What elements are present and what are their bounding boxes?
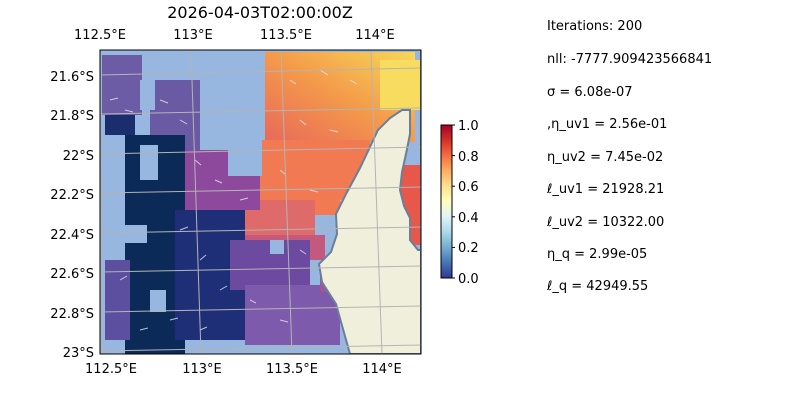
map-area (100, 50, 421, 354)
stat-eta-uv2: η_uv2 = 7.45e-02 (547, 150, 664, 165)
colorbar-tick: 0.0 (458, 272, 479, 287)
stat-eta-uv1: ,η_uv1 = 2.56e-01 (547, 117, 668, 132)
lat-tick: 22.6°S (50, 267, 94, 282)
lat-tick: 22.8°S (50, 307, 94, 322)
lat-ticks: 21.6°S 21.8°S 22°S 22.2°S 22.4°S 22.6°S … (50, 70, 94, 361)
colorbar-tick: 0.4 (458, 211, 479, 226)
lon-tick-top: 113.5°E (260, 28, 312, 43)
lon-tick-top: 114°E (355, 28, 395, 43)
plot-title: 2026-04-03T02:00:00Z (167, 3, 353, 22)
stat-sigma: σ = 6.08e-07 (547, 85, 633, 100)
stat-iterations: Iterations: 200 (547, 19, 643, 34)
lat-tick: 23°S (63, 346, 94, 361)
lat-tick: 22.2°S (50, 188, 94, 203)
lon-tick-top: 112.5°E (74, 28, 126, 43)
colorbar-gradient (440, 124, 453, 279)
colorbar: 0.0 0.2 0.4 0.6 0.8 1.0 (440, 119, 479, 287)
lon-tick-bottom: 113.5°E (266, 362, 318, 377)
lat-tick: 21.6°S (50, 70, 94, 85)
colorbar-tick: 0.2 (458, 241, 479, 256)
coastline (317, 50, 421, 354)
map-frame (99, 49, 422, 355)
colorbar-tick: 0.6 (458, 180, 479, 195)
stat-ell-q: ℓ_q = 42949.55 (547, 279, 649, 294)
lat-tick: 21.8°S (50, 109, 94, 124)
lon-tick-top: 113°E (173, 28, 213, 43)
field-heatmap (102, 52, 420, 354)
colorbar-tick: 0.8 (458, 150, 479, 165)
lon-ticks-bottom: 112.5°E 113°E 113.5°E 114°E (85, 362, 402, 377)
stat-nll: nll: -7777.909423566841 (547, 52, 713, 67)
colorbar-tick: 1.0 (458, 119, 479, 134)
lon-tick-bottom: 114°E (362, 362, 402, 377)
stat-eta-q: η_q = 2.99e-05 (547, 247, 648, 262)
lon-tick-bottom: 113°E (182, 362, 222, 377)
stat-ell-uv1: ℓ_uv1 = 21928.21 (547, 182, 665, 197)
lat-tick: 22.4°S (50, 228, 94, 243)
lat-tick: 22°S (63, 149, 94, 164)
current-vectors (109, 69, 358, 331)
stat-ell-uv2: ℓ_uv2 = 10322.00 (547, 215, 665, 230)
lon-ticks-top: 112.5°E 113°E 113.5°E 114°E (74, 28, 395, 43)
lon-tick-bottom: 112.5°E (85, 362, 137, 377)
